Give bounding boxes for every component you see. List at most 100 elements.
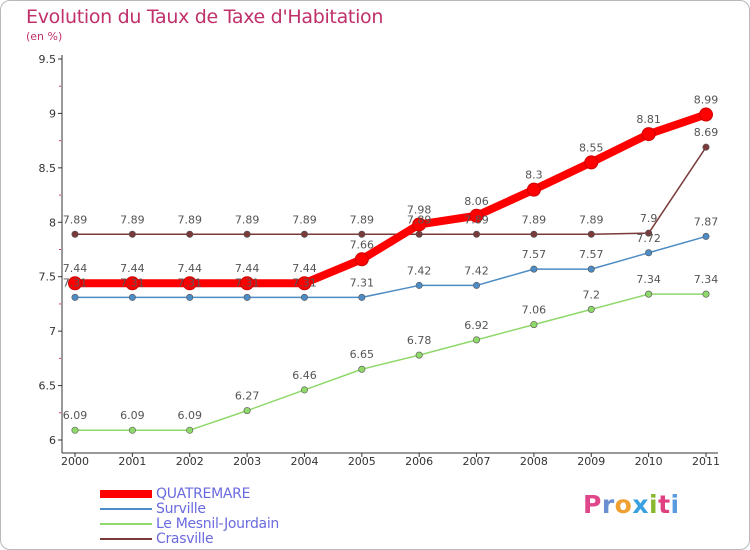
- data-label: 7.89: [579, 213, 604, 226]
- logo-letter: i: [649, 490, 659, 519]
- logo-letter: i: [670, 490, 680, 519]
- data-point: [587, 265, 595, 273]
- data-label: 7.44: [120, 262, 145, 275]
- data-label: 7.42: [407, 264, 432, 277]
- data-point: [297, 276, 312, 291]
- x-tick-label: 2006: [405, 455, 433, 468]
- data-point: [415, 281, 423, 289]
- legend-swatch: [100, 489, 152, 498]
- logo-letter: t: [658, 490, 671, 519]
- data-label: 6.78: [407, 334, 432, 347]
- data-label: 7.31: [120, 276, 145, 289]
- y-tick-label: 7.5: [39, 271, 57, 284]
- legend-item: QUATREMARE: [100, 486, 279, 502]
- data-label: 8.69: [694, 126, 719, 139]
- data-label: 7.06: [522, 304, 547, 317]
- data-point: [243, 407, 251, 415]
- legend-item: Surville: [100, 501, 279, 517]
- data-label: 7.72: [636, 232, 661, 245]
- data-label: 6.92: [464, 319, 489, 332]
- data-point: [473, 336, 481, 344]
- logo-letter: r: [601, 490, 615, 519]
- data-label: 6.09: [120, 409, 145, 422]
- data-label: 7.89: [235, 213, 260, 226]
- data-point: [128, 426, 136, 434]
- data-label: 7.44: [235, 262, 260, 275]
- series-line-crasville: [74, 146, 707, 236]
- y-tick-label: 8.5: [39, 162, 57, 175]
- data-point: [358, 230, 366, 238]
- data-point: [300, 293, 308, 301]
- data-point: [186, 293, 194, 301]
- data-point: [469, 208, 484, 223]
- data-label: 7.34: [694, 273, 719, 286]
- data-point: [412, 217, 427, 232]
- data-label: 8.81: [636, 113, 661, 126]
- x-tick-label: 2004: [290, 455, 318, 468]
- x-tick-label: 2011: [692, 455, 720, 468]
- data-point: [702, 143, 710, 151]
- x-tick-label: 2005: [348, 455, 376, 468]
- data-point: [415, 351, 423, 359]
- data-label: 7.66: [350, 238, 375, 251]
- data-label: 7.89: [522, 213, 547, 226]
- data-point: [530, 230, 538, 238]
- data-label: 7.44: [177, 262, 202, 275]
- x-tick-label: 2007: [463, 455, 491, 468]
- data-label: 7.44: [63, 262, 88, 275]
- data-label: 7.44: [292, 262, 317, 275]
- x-tick-label: 2000: [61, 455, 89, 468]
- data-point: [71, 230, 79, 238]
- data-point: [587, 230, 595, 238]
- data-point: [186, 426, 194, 434]
- y-tick-label: 9: [49, 107, 56, 120]
- data-label: 7.34: [636, 273, 661, 286]
- data-point: [645, 229, 653, 237]
- data-label: 7.89: [292, 213, 317, 226]
- data-point: [354, 252, 369, 267]
- legend-swatch: [100, 507, 152, 510]
- data-label: 7.57: [522, 248, 547, 261]
- data-point: [415, 230, 423, 238]
- data-label: 7.89: [407, 213, 432, 226]
- series-line-quatremare: [71, 110, 710, 288]
- data-label: 6.65: [350, 348, 375, 361]
- data-label: 7.87: [694, 215, 719, 228]
- legend-label: Le Mesnil-Jourdain: [156, 515, 279, 532]
- data-point: [68, 276, 82, 291]
- chart-title: Evolution du Taux de Taxe d'Habitation: [26, 6, 384, 28]
- data-label: 8.3: [525, 169, 543, 182]
- data-label: 7.57: [579, 248, 604, 261]
- data-label: 6.09: [177, 409, 202, 422]
- data-point: [128, 293, 136, 301]
- data-label: 7.31: [63, 276, 88, 289]
- y-tick-label: 6.5: [39, 380, 57, 393]
- data-point: [699, 107, 713, 122]
- legend-item: Le Mesnil-Jourdain: [100, 515, 279, 532]
- data-label: 8.06: [464, 195, 489, 208]
- data-label: 6.09: [63, 409, 88, 422]
- data-label: 8.99: [694, 94, 719, 107]
- data-label: 7.89: [350, 213, 375, 226]
- y-tick-label: 7: [49, 325, 56, 338]
- legend-label: Crasville: [156, 530, 214, 547]
- data-label: 7.2: [583, 288, 601, 301]
- data-point: [128, 230, 136, 238]
- x-tick-label: 2010: [635, 455, 663, 468]
- data-label: 7.98: [407, 203, 432, 216]
- data-point: [526, 182, 541, 197]
- data-point: [473, 230, 481, 238]
- data-label: 7.9: [640, 212, 658, 225]
- data-label: 7.89: [63, 213, 88, 226]
- data-point: [300, 386, 308, 394]
- data-point: [358, 365, 366, 373]
- data-point: [186, 230, 194, 238]
- x-tick-label: 2009: [577, 455, 605, 468]
- data-point: [125, 276, 140, 291]
- data-point: [300, 230, 308, 238]
- data-point: [530, 321, 538, 329]
- data-point: [473, 281, 481, 289]
- logo-letter: o: [614, 490, 633, 519]
